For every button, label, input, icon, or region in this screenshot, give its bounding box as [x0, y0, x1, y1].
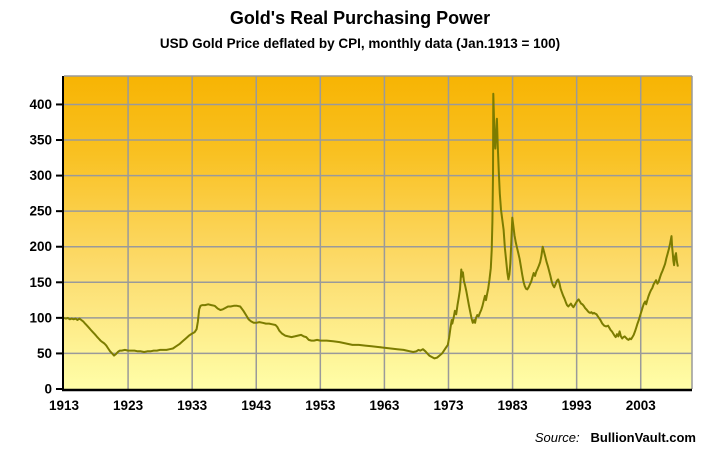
- y-tick-label: 200: [29, 239, 52, 254]
- y-tick-label: 50: [37, 346, 52, 361]
- x-tick-label: 1943: [241, 398, 272, 413]
- gold-real-price-line: [63, 92, 679, 360]
- x-tick-label: 1963: [369, 398, 400, 413]
- y-tick-label: 100: [29, 310, 52, 325]
- y-tick-label: 150: [29, 275, 52, 290]
- x-tick-label: 2003: [626, 398, 657, 413]
- source-credit: Source: BullionVault.com: [535, 430, 696, 445]
- x-tick-label: 1923: [113, 398, 144, 413]
- x-tick-label: 1973: [433, 398, 464, 413]
- chart-subtitle: USD Gold Price deflated by CPI, monthly …: [159, 36, 561, 51]
- x-tick-label: 1933: [177, 398, 208, 413]
- source-label: Source:: [534, 430, 580, 445]
- y-tick-label: 0: [44, 382, 52, 397]
- source-name: BullionVault.com: [590, 430, 696, 445]
- y-tick-label: 300: [29, 168, 52, 183]
- y-tick-label: 350: [29, 133, 52, 148]
- chart-title: Gold's Real Purchasing Power: [229, 8, 491, 28]
- x-tick-label: 1953: [305, 398, 336, 413]
- x-tick-label: 1983: [498, 398, 529, 413]
- y-tick-label: 250: [29, 204, 52, 219]
- plot-background: [64, 76, 692, 389]
- x-tick-label: 1913: [49, 398, 80, 413]
- x-tick-label: 1993: [562, 398, 593, 413]
- y-tick-label: 400: [29, 97, 52, 112]
